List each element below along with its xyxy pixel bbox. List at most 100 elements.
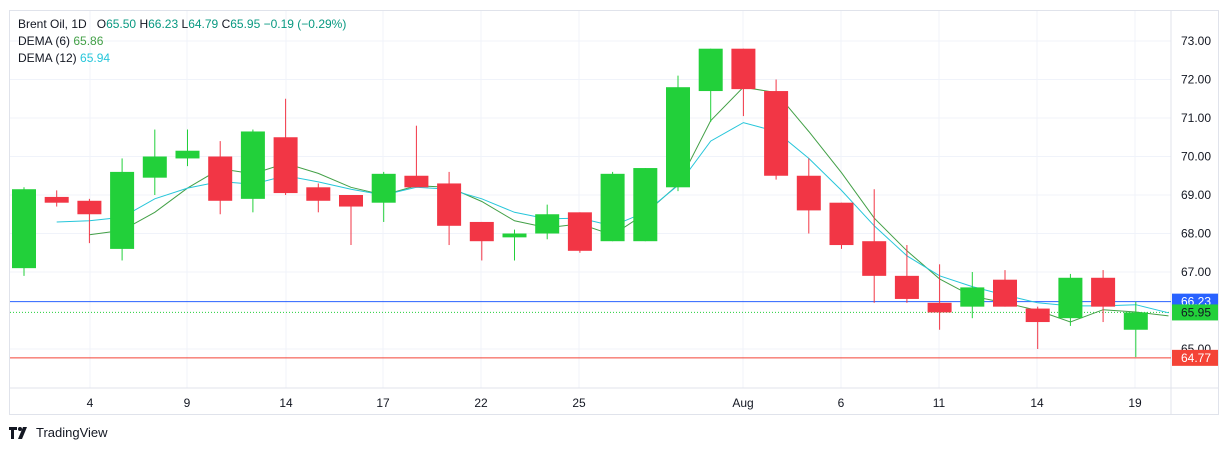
candle-body (12, 189, 36, 269)
brand-name: TradingView (36, 425, 108, 440)
dema12-row[interactable]: DEMA (12) 65.94 (18, 50, 346, 67)
candle[interactable] (600, 171, 625, 242)
candle[interactable] (535, 204, 560, 240)
low-value: 64.79 (188, 17, 219, 31)
candle[interactable] (77, 198, 102, 244)
candle[interactable] (1058, 273, 1083, 326)
candle[interactable] (175, 129, 200, 167)
tradingview-brand[interactable]: TradingView (9, 425, 108, 440)
candle-body (1091, 277, 1116, 307)
candle-body (600, 173, 625, 242)
x-tick-label: Aug (732, 396, 753, 410)
high-value: 66.23 (148, 17, 179, 31)
dema12-label: DEMA (12) (18, 51, 77, 65)
candle[interactable] (404, 125, 429, 188)
candle[interactable] (993, 270, 1017, 307)
x-tick-label: 11 (933, 396, 946, 410)
candle[interactable] (633, 168, 658, 242)
candle-body (927, 302, 952, 313)
candle-body (306, 187, 331, 201)
candle[interactable] (437, 171, 462, 246)
candle-body (469, 221, 494, 242)
open-label: O (96, 17, 107, 31)
price-badge-close (1172, 304, 1218, 321)
candle-body (894, 275, 919, 299)
candle[interactable] (371, 171, 396, 222)
candle-body (77, 200, 102, 215)
candle[interactable] (142, 129, 167, 195)
candle-body (731, 48, 756, 90)
candle[interactable] (1025, 306, 1050, 349)
x-tick-label: 9 (184, 396, 191, 410)
candle[interactable] (273, 98, 298, 195)
candle[interactable] (666, 75, 690, 192)
y-tick-label: 69.00 (1181, 188, 1211, 202)
candle-body (208, 156, 233, 201)
candle-body (1058, 277, 1083, 319)
candle[interactable] (731, 48, 756, 117)
dema6-row[interactable]: DEMA (6) 65.86 (18, 33, 346, 50)
change-value: −0.19 (−0.29%) (263, 17, 347, 31)
candle[interactable] (796, 158, 821, 234)
chart-legend: Brent Oil, 1D O65.50 H66.23 L64.79 C65.9… (18, 16, 346, 67)
y-tick-label: 71.00 (1181, 111, 1211, 125)
candle[interactable] (240, 129, 265, 213)
candle-body (437, 183, 462, 226)
candle-body (142, 156, 167, 178)
candle-body (502, 233, 527, 238)
x-tick-label: 14 (1030, 396, 1044, 410)
y-tick-label: 68.00 (1181, 227, 1211, 241)
price-badge-low (1172, 349, 1218, 366)
ohlc-row: Brent Oil, 1D O65.50 H66.23 L64.79 C65.9… (18, 16, 346, 33)
candle[interactable] (339, 195, 363, 246)
candle[interactable] (44, 190, 69, 207)
symbol-label[interactable]: Brent Oil, 1D (18, 17, 87, 31)
candle[interactable] (469, 221, 494, 261)
candle-body (796, 175, 821, 211)
candle[interactable] (306, 183, 331, 213)
candle-body (339, 195, 363, 207)
dema6-label: DEMA (6) (18, 34, 71, 48)
candle[interactable] (927, 264, 952, 330)
candle-body (698, 48, 723, 92)
y-tick-label: 73.00 (1181, 34, 1211, 48)
candle[interactable] (1091, 270, 1116, 323)
x-tick-label: 4 (87, 396, 94, 410)
candle-body (371, 173, 396, 203)
x-tick-label: 22 (474, 396, 488, 410)
high-label: H (139, 17, 149, 31)
price-badge-label-low: 64.77 (1181, 351, 1211, 365)
candle-body (110, 171, 135, 249)
close-label: C (221, 17, 231, 31)
candle-body (404, 175, 429, 188)
candle-body (44, 196, 69, 203)
candle-body (1123, 312, 1148, 330)
candle[interactable] (829, 202, 854, 249)
candle[interactable] (208, 141, 233, 215)
candle-body (240, 131, 265, 199)
x-tick-label: 14 (279, 396, 293, 410)
candle[interactable] (110, 158, 135, 261)
tradingview-logo-icon (9, 426, 27, 439)
candle-body (829, 202, 854, 246)
candle[interactable] (502, 229, 527, 261)
candle[interactable] (960, 272, 985, 319)
candle[interactable] (698, 48, 723, 122)
candle[interactable] (1123, 301, 1148, 358)
price-badge-label-close: 65.95 (1181, 305, 1211, 319)
candle[interactable] (894, 245, 919, 303)
dema12-value: 65.94 (80, 51, 111, 65)
candle[interactable] (12, 187, 36, 276)
y-tick-label: 67.00 (1181, 265, 1211, 279)
x-tick-label: 19 (1128, 396, 1142, 410)
candle[interactable] (567, 212, 592, 253)
candle-body (175, 150, 200, 159)
x-tick-label: 17 (376, 396, 390, 410)
candle-body (535, 214, 560, 234)
candle[interactable] (862, 189, 887, 303)
candle-body (993, 279, 1017, 307)
candle[interactable] (764, 79, 789, 180)
y-tick-label: 70.00 (1181, 150, 1211, 164)
candle-body (666, 87, 690, 188)
